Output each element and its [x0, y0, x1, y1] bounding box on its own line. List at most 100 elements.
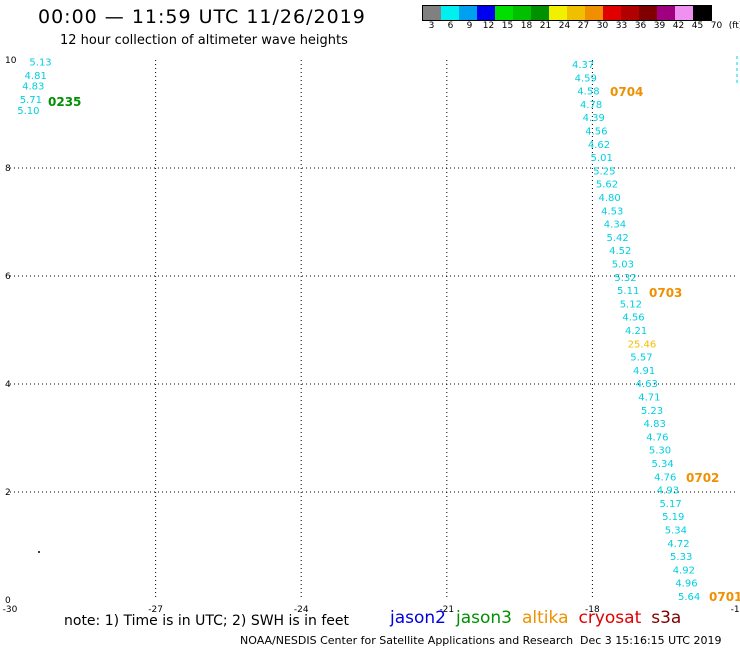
page-title: 00:00 — 11:59 UTC 11/26/2019 — [38, 6, 366, 28]
data-label: 4.80 — [599, 193, 621, 204]
data-label: 4.63 — [636, 379, 658, 390]
track-time-label: 0702 — [686, 471, 719, 485]
colorbar-label: 18 — [520, 21, 533, 31]
colorbar-swatch — [549, 6, 567, 20]
data-label: 5.42 — [606, 233, 628, 244]
data-label: 4.71 — [638, 393, 660, 404]
colorbar-label: 39 — [653, 21, 666, 31]
data-label: 4.59 — [575, 73, 597, 84]
x-tick-label: -21 — [439, 605, 454, 615]
data-label: 4.92 — [673, 565, 695, 576]
data-label: 4.83 — [22, 82, 44, 93]
data-label: 5.30 — [649, 446, 671, 457]
y-tick-label: 10 — [5, 56, 17, 66]
x-tick-label: -24 — [294, 605, 309, 615]
colorbar-swatch — [621, 6, 639, 20]
x-tick-label: -18 — [585, 605, 600, 615]
legend-item-cryosat: cryosat — [578, 608, 642, 628]
colorbar-swatch — [585, 6, 603, 20]
data-label: 5.64 — [678, 592, 700, 603]
colorbar-label: 36 — [634, 21, 647, 31]
page-subtitle: 12 hour collection of altimeter wave hei… — [60, 33, 348, 48]
colorbar-swatch — [423, 6, 441, 20]
colorbar-swatch — [639, 6, 657, 20]
data-label: 5.01 — [591, 153, 613, 164]
colorbar-label: 42 — [672, 21, 685, 31]
track-time-label: 0235 — [48, 95, 81, 109]
x-tick-label: -27 — [148, 605, 163, 615]
y-tick-label: 6 — [5, 272, 11, 282]
data-label: 4.62 — [588, 140, 610, 151]
colorbar-swatch — [531, 6, 549, 20]
x-tick-label: -15 — [731, 605, 740, 615]
colorbar-label: 12 — [482, 21, 495, 31]
colorbar-label: 45 — [691, 21, 704, 31]
colorbar-label: 21 — [539, 21, 552, 31]
data-label: 4.93 — [657, 486, 679, 497]
data-label: 4.56 — [622, 313, 644, 324]
data-label: 5.71 — [20, 95, 42, 106]
colorbar-label: 9 — [466, 21, 473, 31]
footer-note: note: 1) Time is in UTC; 2) SWH is in fe… — [64, 613, 350, 629]
track-time-label: 0704 — [610, 85, 643, 99]
data-label: 5.34 — [652, 459, 674, 470]
colorbar-swatch — [477, 6, 495, 20]
x-tick-label: -30 — [3, 605, 18, 615]
data-label: 5.32 — [614, 273, 636, 284]
colorbar-swatch — [495, 6, 513, 20]
data-label: 5.03 — [612, 260, 634, 271]
colorbar-label: 27 — [577, 21, 590, 31]
legend-item-altika: altika — [522, 608, 569, 628]
colorbar-swatch — [459, 6, 477, 20]
track-time-label: 0701 — [709, 590, 740, 604]
data-label: 5.11 — [617, 286, 639, 297]
colorbar-label: 33 — [615, 21, 628, 31]
legend-item-jason2: jason2 — [390, 608, 446, 628]
colorbar-label: 3 — [428, 21, 435, 31]
data-label: 5.17 — [659, 499, 681, 510]
colorbar-swatch — [567, 6, 585, 20]
colorbar-label: 6 — [447, 21, 454, 31]
colorbar-label: 24 — [558, 21, 571, 31]
data-label: 4.56 — [585, 127, 607, 138]
data-label: 5.10 — [17, 106, 39, 117]
data-label: 4.58 — [577, 87, 599, 98]
data-label: 4.34 — [604, 220, 626, 231]
colorbar-swatch — [441, 6, 459, 20]
data-label: 4.53 — [601, 206, 623, 217]
y-tick-label: 8 — [5, 164, 11, 174]
legend-item-jason3: jason3 — [456, 608, 512, 628]
satellite-legend: jason2 jason3 altika cryosat s3a — [390, 608, 691, 628]
generated-timestamp: Dec 3 15:16:15 UTC 2019 — [580, 634, 722, 647]
data-label: 4.72 — [667, 539, 689, 550]
data-label: 5.19 — [662, 512, 684, 523]
data-label: 4.76 — [654, 472, 676, 483]
colorbar-swatch — [693, 6, 711, 20]
y-tick-label: 4 — [5, 380, 11, 390]
y-tick-label: 2 — [5, 488, 11, 498]
data-label: 5.13 — [29, 57, 51, 68]
data-label: 4.83 — [644, 419, 666, 430]
colorbar-label: (ft) — [728, 21, 740, 31]
data-label: 4.81 — [25, 71, 47, 82]
data-label: 4.37 — [572, 60, 594, 71]
data-label: 4.91 — [633, 366, 655, 377]
colorbar-label: 70 — [710, 21, 723, 31]
data-point — [38, 551, 40, 553]
data-label: 4.76 — [646, 432, 668, 443]
data-label: 4.39 — [583, 113, 605, 124]
data-label: 5.33 — [670, 552, 692, 563]
colorbar-label: 30 — [596, 21, 609, 31]
colorbar — [422, 5, 712, 21]
data-label: 5.34 — [665, 526, 687, 537]
data-label: 5.25 — [593, 166, 615, 177]
data-label: 5.57 — [630, 353, 652, 364]
track-time-label: 0703 — [649, 286, 682, 300]
data-label: 4.52 — [609, 246, 631, 257]
credit-text: NOAA/NESDIS Center for Satellite Applica… — [240, 634, 574, 647]
colorbar-swatch — [603, 6, 621, 20]
colorbar-swatch — [657, 6, 675, 20]
data-label: 4.21 — [625, 326, 647, 337]
